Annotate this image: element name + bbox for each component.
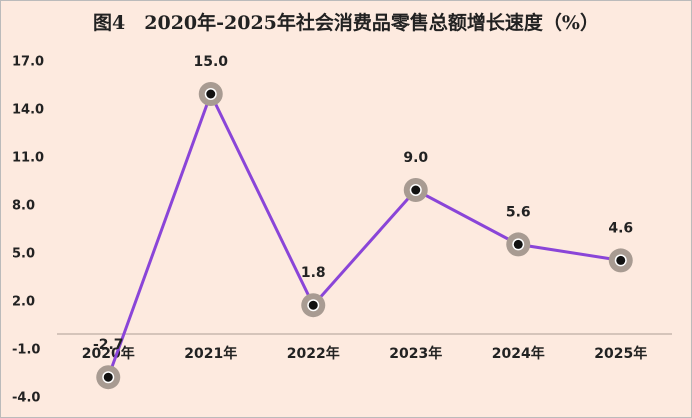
y-tick-label: 11.0 (12, 151, 44, 166)
marker (403, 178, 428, 202)
value-label: 15.0 (193, 54, 228, 70)
value-label: -2.7 (93, 337, 124, 353)
y-tick-label: -4.0 (12, 391, 40, 406)
x-tick-label: 2022年 (287, 345, 340, 362)
x-tick-label: 2023年 (389, 345, 442, 362)
value-label: 9.0 (403, 150, 428, 166)
y-tick-label: 5.0 (12, 247, 35, 262)
x-tick-label: 2020年 (82, 345, 135, 362)
marker (608, 248, 633, 273)
y-tick-label: 2.0 (12, 295, 35, 310)
x-tick-label: 2021年 (184, 345, 237, 362)
marker (198, 82, 223, 106)
y-tick-label: 17.0 (12, 55, 44, 70)
marker (506, 232, 531, 257)
line (106, 90, 621, 378)
value-label: 5.6 (506, 204, 531, 220)
x-tick-label: 2025年 (594, 345, 647, 362)
x-tick-label: 2024年 (492, 345, 545, 362)
marker (96, 365, 121, 390)
chart-title: 图4 2020年-2025年社会消费品零售总额增长速度（%） (93, 11, 599, 34)
value-label: 4.6 (608, 220, 633, 236)
marker (301, 293, 326, 318)
y-tick-label: 14.0 (12, 103, 44, 118)
value-label: 1.8 (301, 265, 326, 281)
y-tick-label: -1.0 (12, 343, 40, 358)
y-tick-label: 8.0 (12, 199, 35, 214)
